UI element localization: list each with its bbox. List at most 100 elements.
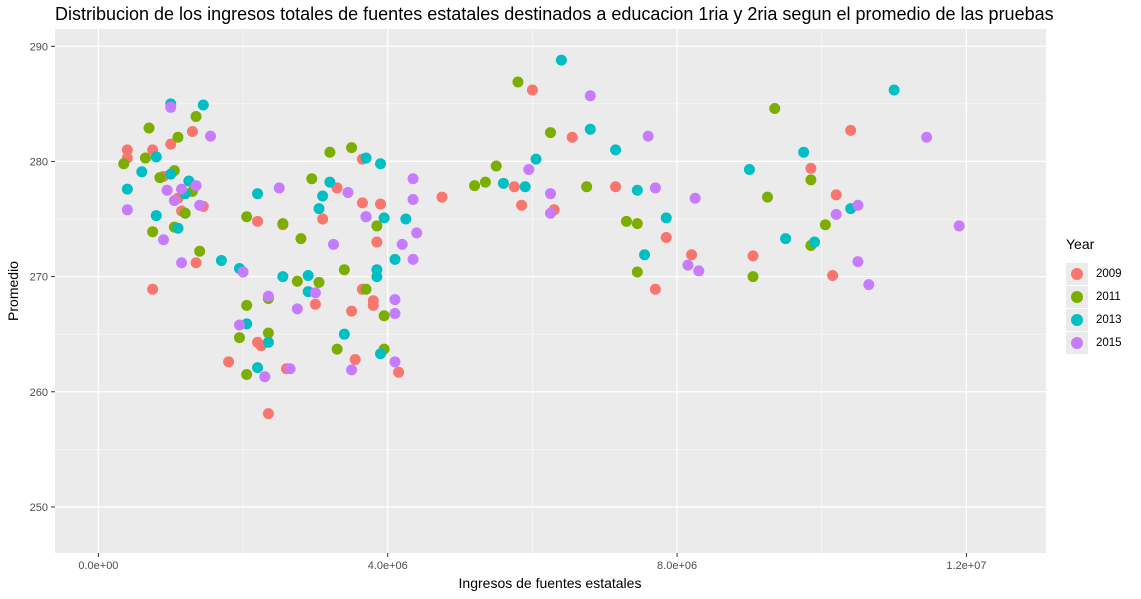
y-tick-label: 250 [30, 502, 48, 514]
data-point [262, 336, 274, 348]
data-point [262, 327, 274, 339]
data-point [545, 188, 556, 200]
data-point [371, 236, 383, 248]
data-point [819, 219, 831, 231]
data-point [523, 164, 535, 176]
data-point [389, 356, 401, 368]
data-point [194, 199, 206, 211]
data-point [259, 371, 271, 383]
data-point [378, 310, 390, 322]
axes: 250 260 270 280 290 0.0e+00 4.0e+06 8.0e+06 1.2e… [30, 41, 987, 572]
data-point [158, 234, 170, 246]
data-point [165, 101, 177, 113]
data-point [660, 212, 672, 224]
data-point [660, 231, 672, 243]
data-point [154, 172, 166, 184]
legend-marker [1071, 336, 1083, 349]
data-point [845, 124, 857, 136]
legend-item-2015: 2015 [1066, 331, 1122, 354]
data-point [921, 131, 933, 143]
data-point [620, 215, 632, 227]
data-point [389, 294, 401, 306]
data-point [631, 266, 643, 278]
data-point [338, 264, 350, 276]
grid-lines [55, 29, 1046, 553]
data-point [545, 207, 556, 219]
data-point [469, 180, 481, 192]
data-point [693, 265, 705, 277]
data-point [252, 188, 264, 200]
data-point [317, 190, 329, 202]
data-point [436, 191, 448, 203]
data-point [302, 269, 314, 281]
data-point [324, 176, 336, 188]
data-point [610, 181, 622, 193]
data-point [631, 218, 643, 230]
data-point [241, 368, 253, 380]
data-point [331, 343, 343, 355]
x-tick-label: 1.2e+07 [946, 560, 986, 572]
data-point [252, 215, 264, 227]
data-point [262, 408, 274, 420]
data-point [375, 198, 387, 210]
data-point [143, 122, 155, 134]
data-point [309, 298, 321, 310]
legend-label: 2015 [1096, 336, 1122, 349]
data-point [172, 131, 184, 143]
y-tick-label: 280 [30, 156, 48, 168]
data-point [121, 204, 133, 216]
data-point [411, 227, 423, 239]
data-point [407, 193, 419, 205]
data-point [277, 271, 289, 283]
data-point [497, 177, 509, 189]
data-point [233, 332, 245, 344]
data-point [863, 279, 875, 291]
data-point [291, 275, 303, 287]
data-point [241, 299, 253, 311]
data-point [342, 187, 354, 199]
data-point [233, 319, 245, 331]
data-point [360, 152, 372, 164]
data-point [555, 54, 567, 66]
data-point [273, 182, 285, 194]
data-point [852, 256, 864, 268]
x-axis-label: Ingresos de fuentes estatales [459, 575, 642, 591]
data-point [317, 213, 329, 225]
data-point [367, 299, 379, 311]
data-point [371, 220, 383, 232]
data-point [798, 146, 810, 158]
series-2013 [121, 54, 900, 374]
data-point [512, 76, 524, 88]
legend-key [1066, 331, 1088, 354]
data-point [393, 366, 405, 378]
y-tick-label: 260 [30, 387, 48, 399]
y-axis-label: Promedio [5, 261, 21, 321]
legend-item-2013: 2013 [1066, 308, 1122, 331]
data-point [356, 197, 368, 209]
data-point [190, 257, 202, 269]
data-point [176, 257, 188, 269]
data-point [581, 181, 593, 193]
data-point [830, 189, 842, 201]
data-point [852, 199, 864, 211]
data-point [190, 111, 202, 123]
data-point [407, 173, 419, 185]
data-point [642, 130, 654, 142]
data-point [215, 254, 227, 266]
data-point [306, 173, 318, 185]
legend-marker [1071, 267, 1083, 280]
legend-key [1066, 285, 1088, 308]
data-point [378, 212, 390, 224]
legend: Year 2009 2011 2013 2015 [1066, 236, 1122, 354]
data-point [237, 266, 249, 278]
data-point [780, 233, 792, 245]
data-point [190, 180, 202, 192]
data-point [147, 283, 159, 295]
data-point [389, 253, 401, 265]
data-point [584, 90, 596, 102]
data-point [686, 249, 698, 261]
data-point [194, 245, 206, 257]
data-point [327, 238, 339, 250]
